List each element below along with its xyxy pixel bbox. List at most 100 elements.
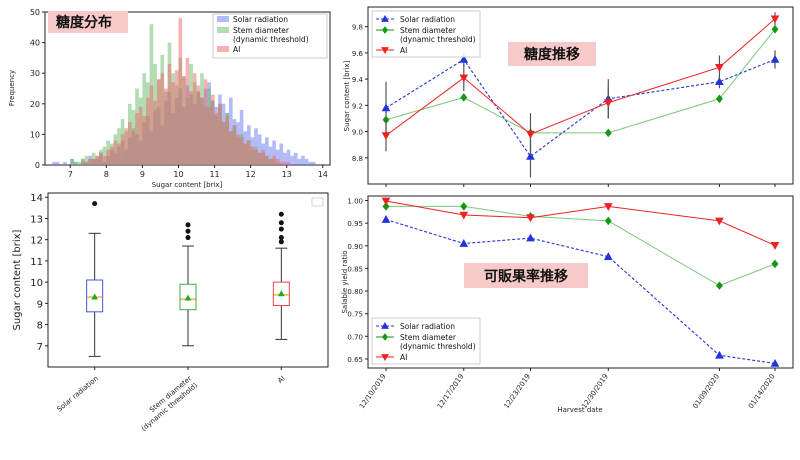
legend-marker-0 — [381, 14, 389, 22]
xtick-label-3-0: 12/10/2019 — [358, 373, 388, 411]
series-line-1-2 — [385, 18, 776, 136]
legend-box-1 — [371, 10, 481, 58]
legend-marker-1 — [381, 333, 389, 341]
point-3-1-5 — [771, 259, 779, 269]
point-3-2-3 — [603, 203, 613, 211]
hist-bar-s2-32 — [196, 85, 201, 165]
legend-box-3 — [371, 317, 481, 365]
point-3-2-5 — [770, 242, 780, 250]
hist-bar-s1-2 — [77, 161, 82, 165]
hist-bar-s2-3 — [91, 158, 96, 165]
hist-bar-s2-49 — [257, 152, 262, 165]
box-ytick-label-3: 10 — [30, 278, 43, 289]
point-1-2-0 — [381, 132, 391, 141]
yield-ratio-xlabel: Harvest date — [557, 406, 602, 414]
hist-bar-s2-34 — [203, 79, 208, 165]
hist-bar-s2-21 — [156, 79, 161, 165]
sugar-trend-title: 糖度推移 — [524, 46, 580, 63]
hist-bar-s2-25 — [171, 82, 175, 165]
boxplot-ylabel: Sugar content [brix] — [12, 229, 23, 330]
hist-bar-s0-64 — [283, 152, 287, 165]
ytick-label-1-0: 8.8 — [352, 155, 363, 163]
hist-bar-s2-47 — [250, 146, 255, 165]
hist-bar-s0-1 — [55, 161, 60, 165]
histogram-legend: Solar radiation Stem diameter (dynamic thr… — [212, 13, 328, 59]
box-iqr-2 — [272, 281, 290, 306]
hist-bar-s0-60 — [268, 146, 273, 165]
ytick-label-1-3: 9.4 — [352, 76, 364, 84]
ytick-label-3-1: 0.70 — [347, 333, 363, 341]
hist-bar-s2-50 — [261, 149, 266, 165]
hist-ytick-label-1: 10 — [30, 130, 40, 139]
hist-bar-s2-17 — [142, 116, 147, 165]
hist-legend-swatch-1 — [217, 27, 229, 33]
hist-bar-s2-41 — [228, 131, 233, 165]
hist-bar-s0-67 — [293, 152, 298, 165]
box-mean-0 — [91, 293, 99, 300]
xtick-label-3-3: 12/30/2019 — [580, 373, 610, 411]
ytick-label-3-7: 1.00 — [347, 198, 363, 206]
hist-bar-s2-13 — [127, 122, 132, 165]
boxplot-panel: 7 8 9 10 11 12 13 14 Solar radiation Stem diamete… — [12, 192, 329, 433]
hist-bar-s2-22 — [160, 73, 165, 165]
hist-bar-s2-51 — [265, 155, 269, 165]
hist-bar-s0-65 — [286, 149, 291, 165]
hist-bar-s0-61 — [272, 140, 276, 165]
box-ytick-label-5: 12 — [30, 236, 43, 247]
point-1-2-2 — [526, 130, 535, 139]
series-line-3-1 — [386, 205, 776, 287]
sugar-trend-legend: Solar radiation Stem diameter (dynamic thr… — [371, 10, 481, 58]
hist-bar-s2-9 — [113, 140, 118, 165]
hist-bar-s2-23 — [164, 88, 168, 165]
hist-legend-label-0: Solar radiation — [233, 15, 288, 24]
hist-ytick-label-2: 20 — [30, 100, 40, 109]
hist-bar-s2-29 — [185, 57, 190, 165]
point-3-1-0 — [382, 202, 390, 211]
box-flier-1-1 — [185, 228, 191, 234]
hist-bar-s2-24 — [167, 64, 172, 165]
box-flier-2-2 — [278, 226, 284, 232]
hist-bar-s2-48 — [254, 149, 258, 165]
point-3-0-5 — [770, 358, 780, 367]
box-iqr-1 — [179, 283, 197, 311]
hist-bar-s2-28 — [182, 76, 186, 165]
hist-bar-s1-4 — [84, 155, 89, 165]
box-mean-2 — [277, 290, 285, 297]
hist-bar-s0-57 — [257, 134, 262, 165]
series-line-3-2 — [385, 200, 776, 246]
hist-bar-s2-45 — [243, 143, 248, 165]
hist-bar-s2-7 — [106, 149, 110, 165]
box-ytick-label-4: 11 — [30, 257, 43, 268]
point-3-2-4 — [715, 217, 724, 226]
legend-marker-1 — [381, 26, 389, 34]
box-flier-2-1 — [278, 235, 284, 241]
hist-bar-s0-63 — [279, 143, 284, 165]
ytick-label-3-0: 0.65 — [347, 356, 363, 364]
box-ytick-label-2: 9 — [37, 299, 43, 310]
point-3-1-4 — [715, 281, 723, 290]
box-flier-1-0 — [185, 235, 191, 241]
point-3-0-1 — [459, 238, 469, 247]
box-flier-1-2 — [185, 222, 191, 228]
box-flier-2-0 — [278, 239, 284, 245]
hist-bar-s0-66 — [290, 155, 294, 165]
point-3-0-4 — [715, 350, 724, 359]
histogram-xlabel: Sugar content [brix] — [152, 181, 223, 189]
hist-bar-s2-55 — [279, 161, 284, 165]
yield-ratio-title-highlight — [464, 263, 588, 288]
hist-legend-label-2: AI — [233, 45, 240, 54]
ytick-label-1-1: 9.0 — [352, 129, 363, 137]
point-3-0-0 — [381, 215, 391, 223]
histogram-title-highlight — [48, 11, 128, 33]
ytick-label-1-5: 9.8 — [352, 24, 363, 32]
point-1-1-5 — [771, 24, 779, 34]
hist-bar-s2-20 — [153, 100, 157, 165]
legend-marker-2 — [381, 47, 389, 55]
hist-bar-s0-69 — [301, 155, 305, 165]
hist-bar-s2-52 — [268, 158, 273, 165]
hist-xtick-label-6: 13 — [282, 170, 292, 179]
hist-bar-s2-36 — [210, 94, 215, 165]
hist-xtick-label-2: 9 — [140, 170, 145, 179]
hist-xtick-label-4: 11 — [209, 170, 219, 179]
